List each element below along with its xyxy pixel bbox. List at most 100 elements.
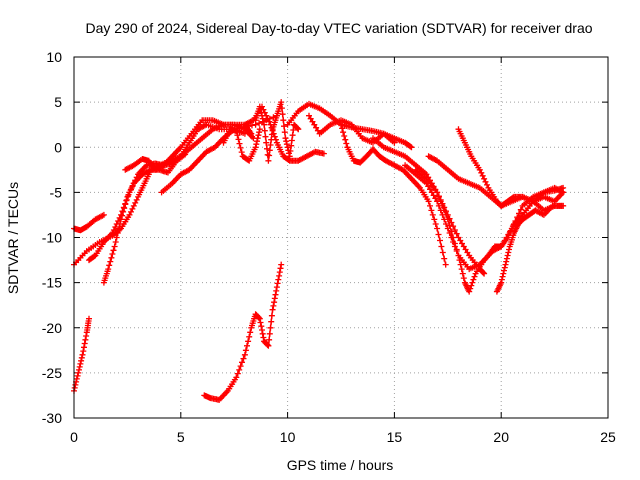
data-point [498, 279, 505, 286]
data-point [265, 342, 272, 349]
data-point [451, 227, 458, 233]
data-point [391, 139, 398, 146]
data-point [114, 230, 121, 236]
data-point [428, 207, 435, 214]
data-point [257, 106, 264, 113]
data-point [80, 348, 87, 355]
data-point [441, 255, 448, 262]
data-point [79, 351, 86, 358]
data-point [517, 206, 524, 213]
data-point [448, 234, 455, 241]
data-point [272, 291, 279, 298]
series-pass-9 [220, 126, 263, 164]
data-point [469, 279, 476, 286]
data-point [234, 132, 241, 139]
data-point [267, 324, 274, 331]
data-point [434, 189, 441, 196]
data-point [279, 111, 286, 118]
data-point [239, 359, 245, 366]
data-point [268, 131, 275, 138]
data-point [295, 126, 302, 133]
x-tick-label: 25 [600, 429, 616, 445]
data-series [71, 99, 567, 403]
data-point [118, 216, 124, 223]
data-point [264, 342, 271, 348]
data-point [339, 125, 346, 132]
data-point [116, 221, 123, 227]
data-point [443, 208, 449, 215]
series-pass-1 [71, 211, 107, 234]
data-point [253, 141, 260, 148]
data-point [257, 319, 264, 326]
data-point [121, 205, 128, 212]
data-point [467, 285, 474, 292]
series-pass-13 [306, 112, 398, 146]
data-point [503, 258, 510, 265]
y-axis-label: SDTVAR / TECUs [5, 182, 21, 294]
data-point [446, 230, 453, 236]
data-point [113, 234, 120, 241]
data-point [453, 230, 460, 237]
data-point [500, 270, 507, 277]
data-point [83, 333, 90, 339]
data-point [111, 243, 118, 250]
grid-lines [74, 57, 608, 418]
data-point [276, 269, 283, 276]
y-tick-label: -10 [42, 230, 62, 246]
data-point [81, 344, 87, 351]
data-point [284, 144, 291, 151]
data-point [444, 225, 451, 232]
y-tick-label: -20 [42, 320, 62, 336]
data-point [254, 138, 260, 145]
data-point [259, 327, 265, 333]
y-tick-label: 0 [54, 139, 62, 155]
data-point [282, 135, 289, 142]
data-point [266, 336, 273, 343]
data-point [283, 138, 290, 145]
data-point [288, 137, 295, 144]
y-tick-label: -15 [42, 275, 62, 291]
data-point [266, 147, 273, 154]
data-point [76, 363, 83, 370]
series-pass-11 [252, 99, 302, 164]
data-point [265, 157, 272, 164]
plot-frame [73, 56, 609, 419]
data-point [278, 99, 285, 106]
data-point [256, 315, 263, 322]
data-point [506, 246, 512, 253]
data-point [123, 197, 130, 204]
data-point [481, 270, 488, 277]
data-point [236, 366, 243, 373]
data-point [504, 252, 511, 259]
data-point [340, 129, 347, 136]
data-point [450, 223, 457, 230]
data-point [429, 211, 436, 218]
x-tick-label: 10 [280, 429, 296, 445]
x-tick-label: 5 [177, 429, 185, 445]
data-point [459, 270, 466, 277]
data-point [437, 196, 444, 203]
data-point [238, 149, 245, 156]
data-point [75, 369, 82, 376]
data-point [501, 267, 507, 274]
y-tick-label: -5 [50, 184, 63, 200]
data-point [108, 254, 115, 261]
data-point [287, 148, 294, 154]
data-point [261, 127, 268, 134]
data-point [288, 142, 295, 149]
data-point [273, 287, 280, 294]
x-axis-label: GPS time / hours [287, 457, 394, 473]
data-point [254, 135, 261, 142]
data-point [434, 198, 441, 205]
data-point [277, 265, 284, 272]
data-point [241, 351, 248, 358]
data-point [437, 207, 444, 214]
series-pass-20 [493, 202, 567, 295]
data-point [259, 330, 266, 337]
axis-ticks: 0 5 10 15 20 25 -30 -25 -20 -15 -10 -5 0 5 10 [42, 49, 616, 445]
data-point [266, 152, 273, 159]
data-point [450, 239, 457, 245]
y-tick-label: 5 [54, 94, 62, 110]
data-point [119, 212, 126, 219]
data-point [269, 306, 276, 313]
